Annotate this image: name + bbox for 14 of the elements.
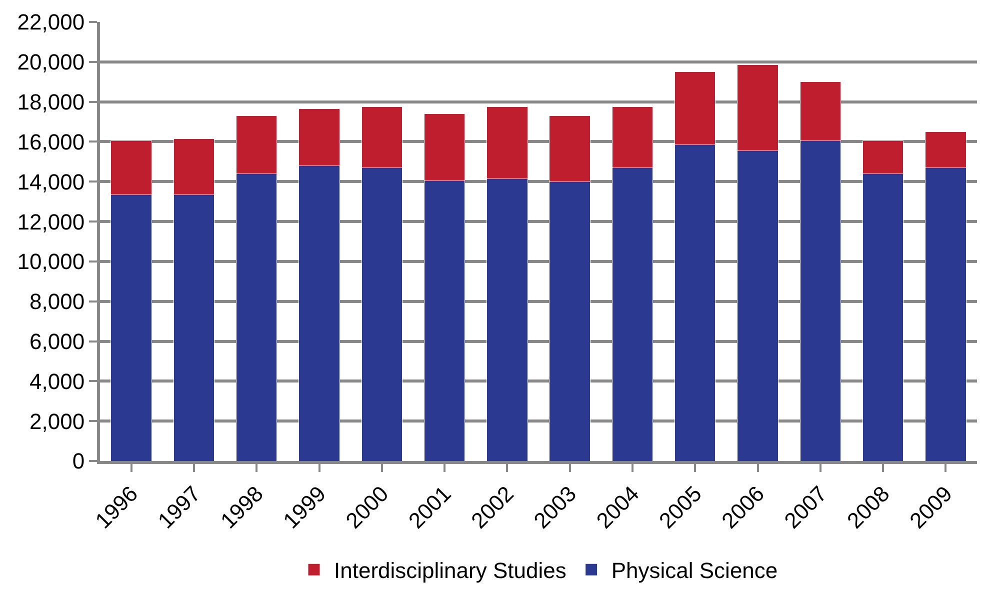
legend-label: Interdisciplinary Studies <box>334 558 566 584</box>
y-tick-label: 18,000 <box>17 90 85 115</box>
y-tick-label: 20,000 <box>17 50 85 75</box>
y-tick-label: 4,000 <box>30 368 85 394</box>
y-tick-label: 10,000 <box>17 249 85 274</box>
legend-label: Physical Science <box>611 558 778 584</box>
y-tick-label: 16,000 <box>17 129 85 154</box>
y-tick-label: 22,000 <box>17 10 85 35</box>
y-tick-label: 0 <box>72 448 85 474</box>
y-tick-label: 6,000 <box>30 328 85 354</box>
y-tick-label: 12,000 <box>17 209 85 234</box>
y-tick-label: 8,000 <box>30 289 85 314</box>
y-tick-label: 2,000 <box>30 408 85 434</box>
y-tick-label: 14,000 <box>17 169 85 194</box>
